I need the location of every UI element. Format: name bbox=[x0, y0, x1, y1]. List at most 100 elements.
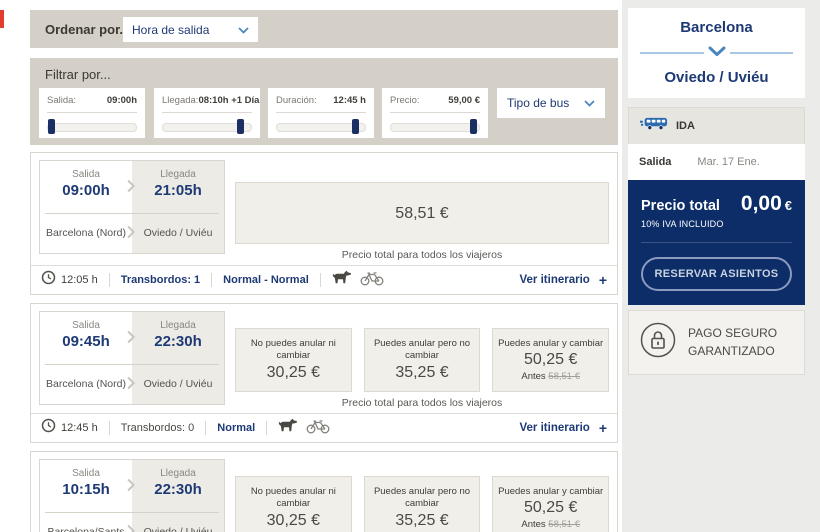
arrival-slider-track[interactable] bbox=[162, 119, 252, 134]
departure-slider-thumb[interactable] bbox=[48, 119, 55, 134]
price-slider-thumb[interactable] bbox=[470, 119, 478, 134]
struck-price: 58,51 € bbox=[548, 371, 580, 383]
chevron-right-icon bbox=[127, 524, 136, 532]
sort-select-value: Hora de salida bbox=[132, 22, 210, 37]
fare-price: 58,51 € bbox=[395, 205, 449, 222]
fare-price: 50,25 € bbox=[523, 351, 578, 369]
arrival-time: 21:05h bbox=[154, 182, 202, 199]
chevron-down-icon bbox=[708, 44, 726, 62]
secure-payment-text: PAGO SEGURO GARANTIZADO bbox=[688, 326, 778, 358]
view-itinerary-label: Ver itinerario bbox=[519, 274, 590, 286]
sort-label: Ordenar por... bbox=[45, 22, 131, 37]
route-summary: Barcelona Oviedo / Uviéu bbox=[628, 8, 805, 98]
trip-date-row: Salida Mar. 17 Ene. bbox=[628, 144, 805, 180]
chevron-down-icon bbox=[584, 94, 595, 112]
departure-label: Salida bbox=[72, 169, 100, 180]
reserve-seats-button[interactable]: RESERVAR ASIENTOS bbox=[641, 257, 792, 291]
departure-label: Salida bbox=[72, 468, 100, 479]
filter-bar: Filtrar por... Salida: 09:00h Llegada: 0… bbox=[30, 58, 618, 145]
fare-option-no-change[interactable]: No puedes anular ni cambiar 30,25 € bbox=[235, 476, 352, 532]
filter-duration-value: 12:45 h bbox=[333, 95, 366, 106]
duration-slider-thumb[interactable] bbox=[351, 119, 359, 134]
filter-arrival-name: Llegada: bbox=[162, 95, 199, 106]
booking-sidebar: Barcelona Oviedo / Uviéu bbox=[622, 0, 820, 532]
route-direction bbox=[640, 44, 793, 62]
arrival-slider-thumb[interactable] bbox=[236, 119, 244, 134]
price-slider-track[interactable] bbox=[390, 119, 480, 134]
fare-price: 35,25 € bbox=[395, 363, 449, 381]
fare-option-flexible[interactable]: Puedes anular y cambiar 50,25 € Antes 58… bbox=[492, 476, 610, 532]
departure-time: 10:15h bbox=[62, 481, 110, 498]
filter-departure-value: 09:00h bbox=[106, 95, 137, 106]
departure-slider-track[interactable] bbox=[47, 119, 137, 134]
service-class: Normal - Normal bbox=[223, 274, 309, 286]
destination-station: Oviedo / Uviéu bbox=[143, 378, 213, 390]
vat-note: 10% IVA INCLUIDO bbox=[641, 219, 724, 229]
trip-salida-label: Salida bbox=[639, 156, 672, 168]
duration-slider-track[interactable] bbox=[276, 119, 366, 134]
origin-station: Barcelona (Nord) bbox=[46, 378, 126, 390]
clock-icon bbox=[41, 418, 56, 438]
results-column: Ordenar por... Hora de salida Filtrar po… bbox=[30, 0, 618, 532]
sort-select[interactable]: Hora de salida bbox=[123, 17, 258, 42]
fare-option-cancel-only[interactable]: Puedes anular pero no cambiar 35,25 € bbox=[363, 328, 481, 392]
service-class: Normal bbox=[217, 422, 256, 434]
trip-duration: 12:05 h bbox=[61, 274, 98, 286]
chevron-right-icon bbox=[127, 376, 136, 395]
fare-price: 35,25 € bbox=[395, 511, 449, 529]
fare-option-flexible[interactable]: Puedes anular y cambiar 50,25 € Antes 58… bbox=[492, 328, 610, 392]
trip-result-card: Salida 09:00h Llegada 21:05h Barcelona (… bbox=[30, 152, 618, 295]
fare-price: 30,25 € bbox=[266, 363, 321, 381]
arrival-label: Llegada bbox=[160, 169, 196, 180]
fare-label: No puedes anular ni cambiar bbox=[250, 338, 336, 361]
total-price-label: Precio total bbox=[641, 198, 720, 214]
plus-icon: + bbox=[598, 272, 607, 288]
bus-type-select[interactable]: Tipo de bus bbox=[497, 88, 605, 118]
filter-duration: Duración: 12:45 h bbox=[268, 88, 374, 138]
fare-label: No puedes anular ni cambiar bbox=[250, 486, 336, 509]
edge-feedback-tab[interactable] bbox=[0, 10, 4, 28]
view-itinerary-link[interactable]: Ver itinerario + bbox=[520, 272, 608, 288]
transfers-count: Transbordos: 1 bbox=[120, 274, 201, 286]
fare-option-no-change[interactable]: No puedes anular ni cambiar 30,25 € bbox=[235, 328, 352, 392]
trip-details-bar: 12:45 h Transbordos: 0 Normal Ver itiner… bbox=[31, 413, 617, 442]
outbound-trip-box: IDA Salida Mar. 17 Ene. Precio total 0,0… bbox=[628, 107, 805, 305]
filter-price-value: 59,00 € bbox=[448, 95, 480, 106]
chevron-right-icon bbox=[127, 179, 136, 198]
pets-allowed-icon bbox=[278, 418, 298, 438]
total-price-panel: Precio total 0,00 € 10% IVA INCLUIDO RESE… bbox=[628, 180, 805, 305]
lock-icon bbox=[639, 321, 677, 364]
fare-label: Puedes anular pero no cambiar bbox=[373, 338, 471, 361]
filter-departure-name: Salida: bbox=[47, 95, 77, 106]
fare-label: Puedes anular pero no cambiar bbox=[373, 486, 471, 509]
view-itinerary-label: Ver itinerario bbox=[519, 422, 590, 434]
arrival-time: 22:30h bbox=[154, 333, 202, 350]
price-note: Precio total para todos los viajeros bbox=[341, 249, 503, 261]
bicycle-allowed-icon bbox=[306, 418, 330, 439]
origin-station: Barcelona (Nord) bbox=[46, 227, 126, 239]
outbound-header: IDA bbox=[628, 107, 805, 144]
filter-label: Filtrar por... bbox=[45, 67, 111, 82]
trip-times: Salida 09:00h Llegada 21:05h Barcelona (… bbox=[39, 160, 225, 254]
trip-duration: 12:45 h bbox=[61, 422, 98, 434]
bus-type-value: Tipo de bus bbox=[507, 96, 570, 110]
fare-price: 50,25 € bbox=[523, 499, 578, 517]
fare-option[interactable]: 58,51 € bbox=[235, 182, 609, 244]
previous-price: Antes 58,51 € bbox=[521, 519, 580, 531]
destination-station: Oviedo / Uviéu bbox=[143, 227, 213, 239]
transfers-count: Transbordos: 0 bbox=[120, 422, 195, 434]
departure-time: 09:00h bbox=[62, 182, 110, 199]
chevron-right-icon bbox=[127, 330, 136, 349]
chevron-down-icon bbox=[238, 21, 249, 39]
view-itinerary-link[interactable]: Ver itinerario + bbox=[520, 420, 608, 436]
arrival-time: 22:30h bbox=[154, 481, 202, 498]
departure-label: Salida bbox=[72, 320, 100, 331]
filter-price-name: Precio: bbox=[390, 95, 420, 106]
filter-price: Precio: 59,00 € bbox=[382, 88, 488, 138]
filter-arrival-value: 08:10h +1 Día bbox=[198, 95, 260, 106]
filter-duration-name: Duración: bbox=[276, 95, 317, 106]
trip-times: Salida 09:45h Llegada 22:30h Barcelona (… bbox=[39, 311, 225, 405]
fare-option-cancel-only[interactable]: Puedes anular pero no cambiar 35,25 € bbox=[363, 476, 481, 532]
arrival-label: Llegada bbox=[160, 468, 196, 479]
